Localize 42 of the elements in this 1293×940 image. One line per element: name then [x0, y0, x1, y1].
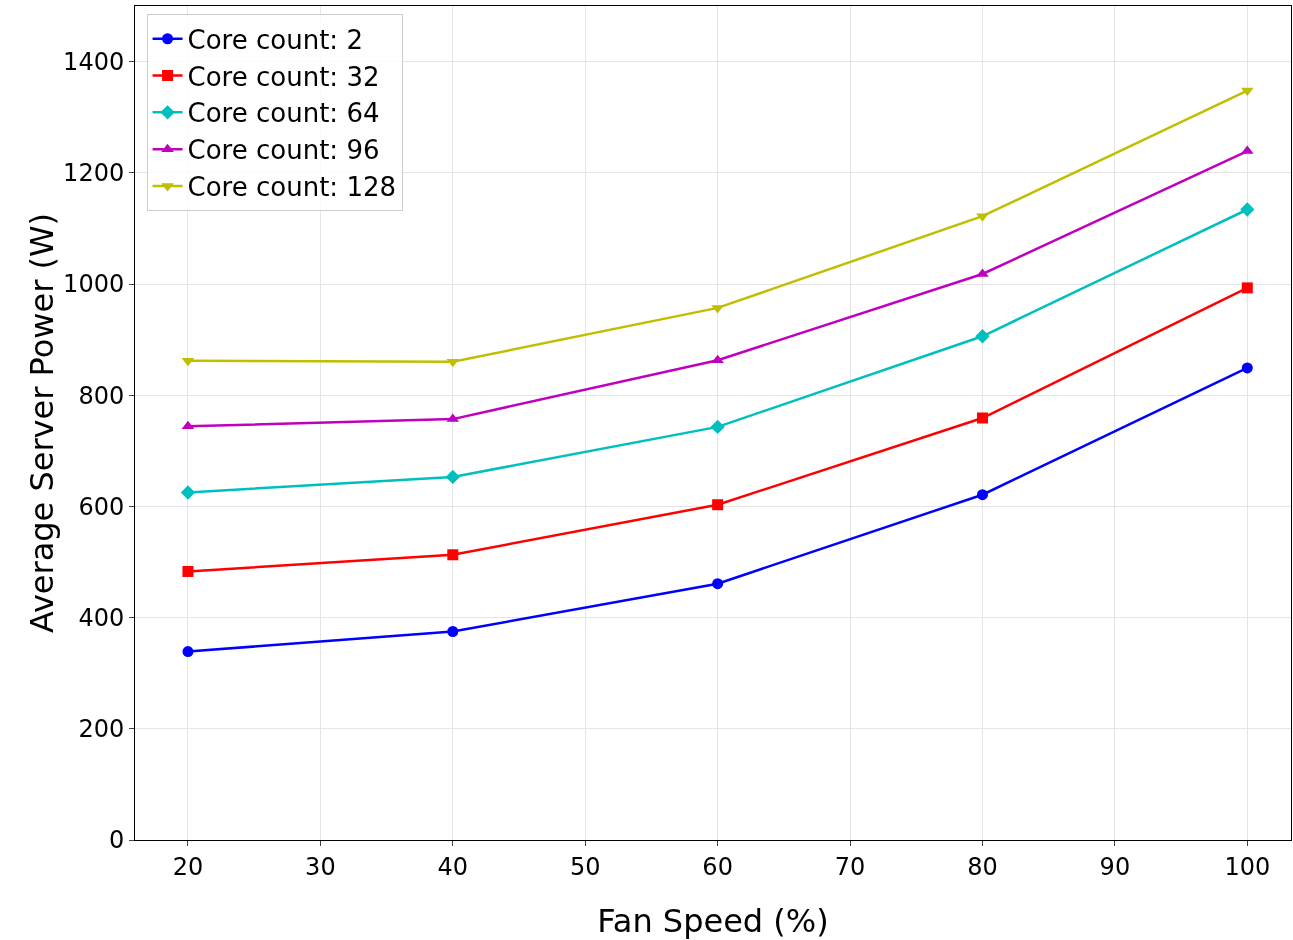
- point: [445, 469, 460, 485]
- point: [1241, 282, 1253, 294]
- legend-label: Core count: 128: [187, 172, 397, 203]
- point: [447, 549, 459, 561]
- point: [1240, 202, 1255, 217]
- point: [976, 489, 988, 501]
- point: [1240, 87, 1254, 97]
- y-axis-title: Average Server Power (W): [23, 212, 62, 634]
- x-tick-label: 30: [305, 852, 336, 881]
- x-tick-label: 70: [834, 852, 866, 881]
- point: [712, 578, 724, 590]
- legend-label: Core count: 2: [187, 24, 363, 55]
- x-tick-label: 60: [702, 852, 733, 881]
- y-tick-label: 1200: [63, 159, 125, 188]
- point: [976, 412, 988, 424]
- point: [712, 499, 724, 511]
- x-tick-label: 20: [172, 852, 204, 881]
- y-tick-label: 800: [78, 381, 125, 410]
- y-tick-label: 1000: [63, 270, 125, 299]
- point: [181, 420, 195, 430]
- y-tick-label: 400: [78, 604, 125, 632]
- point: [447, 626, 459, 637]
- point: [1241, 362, 1253, 374]
- y-tick-label: 200: [78, 715, 125, 744]
- x-axis-title: Fan Speed (%): [597, 902, 829, 940]
- point: [182, 646, 194, 658]
- x-tick-label: 90: [1099, 852, 1131, 881]
- legend-label: Core count: 32: [187, 61, 380, 92]
- legend-label: Core count: 96: [187, 135, 380, 166]
- point: [182, 565, 194, 577]
- point: [975, 329, 990, 344]
- x-tick-label: 40: [437, 852, 469, 881]
- point: [180, 485, 196, 500]
- x-tick-label: 50: [569, 852, 601, 881]
- y-tick-label: 600: [78, 492, 125, 521]
- y-tick-label: 0: [108, 826, 125, 855]
- y-tick-label: 1400: [63, 48, 125, 76]
- point: [181, 357, 195, 367]
- legend-label: Core count: 64: [187, 98, 380, 129]
- x-tick-label: 80: [967, 852, 998, 881]
- x-tick-label: 100: [1224, 852, 1271, 881]
- point: [710, 419, 725, 435]
